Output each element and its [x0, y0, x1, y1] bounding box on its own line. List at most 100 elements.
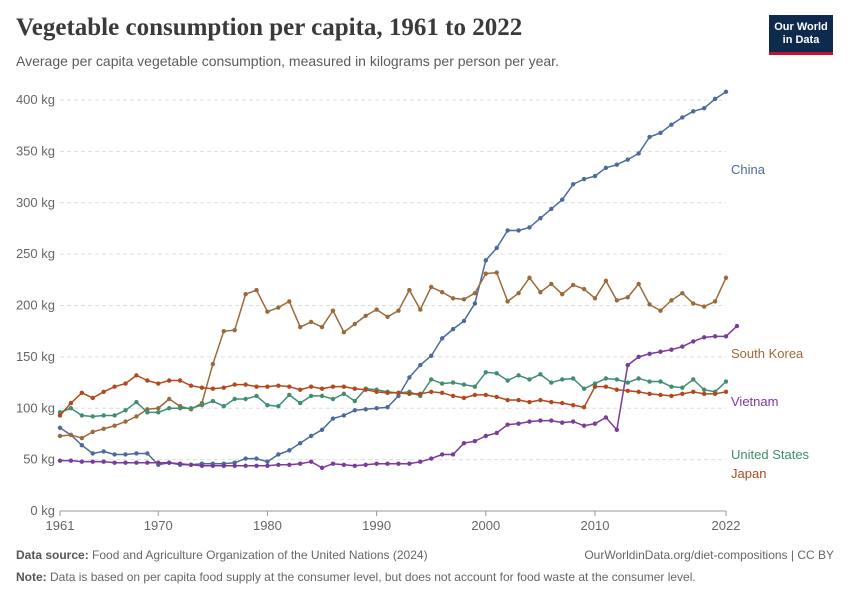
data-point-japan[interactable]: [210, 386, 216, 391]
series-label-united-states[interactable]: United States: [731, 447, 810, 462]
data-point-south-korea[interactable]: [374, 307, 379, 312]
data-point-japan[interactable]: [472, 392, 478, 398]
data-point-south-korea[interactable]: [385, 314, 390, 320]
data-point-vietnam[interactable]: [254, 463, 259, 468]
data-point-south-korea[interactable]: [396, 308, 401, 313]
data-point-south-korea[interactable]: [614, 298, 620, 303]
data-point-japan[interactable]: [592, 384, 598, 389]
data-point-japan[interactable]: [265, 384, 270, 389]
data-point-japan[interactable]: [221, 385, 226, 390]
data-point-vietnam[interactable]: [592, 421, 598, 426]
series-label-south-korea[interactable]: South Korea: [731, 346, 804, 361]
owid-logo[interactable]: Our World in Data: [769, 15, 833, 55]
data-point-china[interactable]: [549, 206, 554, 212]
data-point-vietnam[interactable]: [210, 463, 216, 468]
data-point-vietnam[interactable]: [287, 462, 292, 467]
data-point-japan[interactable]: [407, 391, 412, 397]
data-point-vietnam[interactable]: [385, 461, 390, 466]
data-point-china[interactable]: [669, 122, 674, 127]
data-point-vietnam[interactable]: [625, 362, 630, 368]
data-point-china[interactable]: [134, 451, 139, 456]
data-point-vietnam[interactable]: [407, 461, 412, 466]
data-point-china[interactable]: [560, 197, 565, 202]
data-point-japan[interactable]: [254, 384, 259, 389]
data-point-japan[interactable]: [166, 378, 172, 383]
data-point-vietnam[interactable]: [188, 462, 194, 467]
data-point-south-korea[interactable]: [669, 298, 674, 303]
data-point-south-korea[interactable]: [647, 302, 652, 307]
data-point-vietnam[interactable]: [603, 415, 609, 420]
data-point-united-states[interactable]: [112, 413, 117, 418]
data-point-china[interactable]: [232, 460, 237, 465]
data-point-vietnam[interactable]: [570, 419, 576, 424]
data-point-united-states[interactable]: [287, 392, 292, 398]
data-point-vietnam[interactable]: [505, 422, 510, 427]
data-point-japan[interactable]: [723, 389, 729, 395]
data-point-japan[interactable]: [494, 394, 499, 400]
data-point-china[interactable]: [145, 451, 150, 456]
data-point-south-korea[interactable]: [265, 309, 270, 314]
data-point-china[interactable]: [330, 416, 336, 421]
data-point-japan[interactable]: [363, 387, 368, 392]
data-point-south-korea[interactable]: [112, 423, 117, 428]
data-point-china[interactable]: [101, 449, 106, 454]
data-point-japan[interactable]: [341, 384, 347, 389]
data-point-united-states[interactable]: [177, 406, 183, 411]
data-point-vietnam[interactable]: [319, 465, 325, 471]
data-point-united-states[interactable]: [156, 410, 161, 415]
data-point-south-korea[interactable]: [254, 287, 259, 293]
data-point-china[interactable]: [429, 353, 434, 359]
data-point-vietnam[interactable]: [538, 418, 543, 423]
data-point-japan[interactable]: [647, 391, 652, 397]
data-point-vietnam[interactable]: [199, 463, 205, 468]
data-point-china[interactable]: [418, 362, 423, 368]
data-point-united-states[interactable]: [614, 377, 620, 382]
data-point-japan[interactable]: [625, 388, 630, 393]
series-label-china[interactable]: China: [731, 162, 766, 177]
data-point-japan[interactable]: [177, 378, 183, 383]
data-point-vietnam[interactable]: [265, 463, 270, 468]
data-point-vietnam[interactable]: [396, 461, 401, 466]
data-point-south-korea[interactable]: [297, 324, 303, 330]
data-point-united-states[interactable]: [429, 377, 434, 382]
data-point-china[interactable]: [308, 433, 314, 439]
data-point-china[interactable]: [483, 258, 489, 263]
data-point-united-states[interactable]: [570, 376, 576, 381]
data-point-china[interactable]: [396, 393, 401, 399]
data-point-china[interactable]: [625, 157, 630, 162]
data-point-south-korea[interactable]: [407, 287, 412, 293]
data-point-vietnam[interactable]: [429, 456, 434, 461]
data-point-vietnam[interactable]: [276, 462, 281, 467]
data-point-united-states[interactable]: [90, 414, 95, 419]
data-point-vietnam[interactable]: [658, 349, 663, 354]
data-point-vietnam[interactable]: [352, 463, 357, 468]
data-point-united-states[interactable]: [549, 380, 554, 385]
data-point-china[interactable]: [319, 427, 325, 433]
data-point-united-states[interactable]: [636, 376, 641, 381]
data-point-vietnam[interactable]: [177, 461, 183, 466]
data-point-china[interactable]: [407, 375, 412, 380]
data-point-united-states[interactable]: [123, 408, 128, 413]
data-point-japan[interactable]: [450, 393, 456, 399]
data-point-japan[interactable]: [712, 391, 718, 397]
data-point-south-korea[interactable]: [319, 324, 325, 330]
data-point-japan[interactable]: [156, 381, 161, 386]
data-point-japan[interactable]: [603, 384, 609, 389]
data-point-vietnam[interactable]: [68, 458, 74, 463]
data-point-united-states[interactable]: [145, 410, 150, 415]
data-point-vietnam[interactable]: [297, 461, 303, 466]
data-point-china[interactable]: [461, 318, 467, 324]
data-point-japan[interactable]: [439, 390, 445, 396]
data-point-japan[interactable]: [570, 402, 576, 408]
data-point-vietnam[interactable]: [90, 459, 95, 464]
data-point-japan[interactable]: [123, 381, 128, 386]
data-point-vietnam[interactable]: [450, 452, 456, 457]
data-point-united-states[interactable]: [210, 398, 216, 404]
data-point-japan[interactable]: [276, 383, 281, 388]
data-point-vietnam[interactable]: [669, 347, 674, 352]
data-point-china[interactable]: [527, 225, 532, 230]
data-point-vietnam[interactable]: [166, 460, 172, 465]
data-point-south-korea[interactable]: [494, 270, 499, 275]
data-point-south-korea[interactable]: [636, 281, 641, 287]
data-point-south-korea[interactable]: [516, 290, 521, 296]
